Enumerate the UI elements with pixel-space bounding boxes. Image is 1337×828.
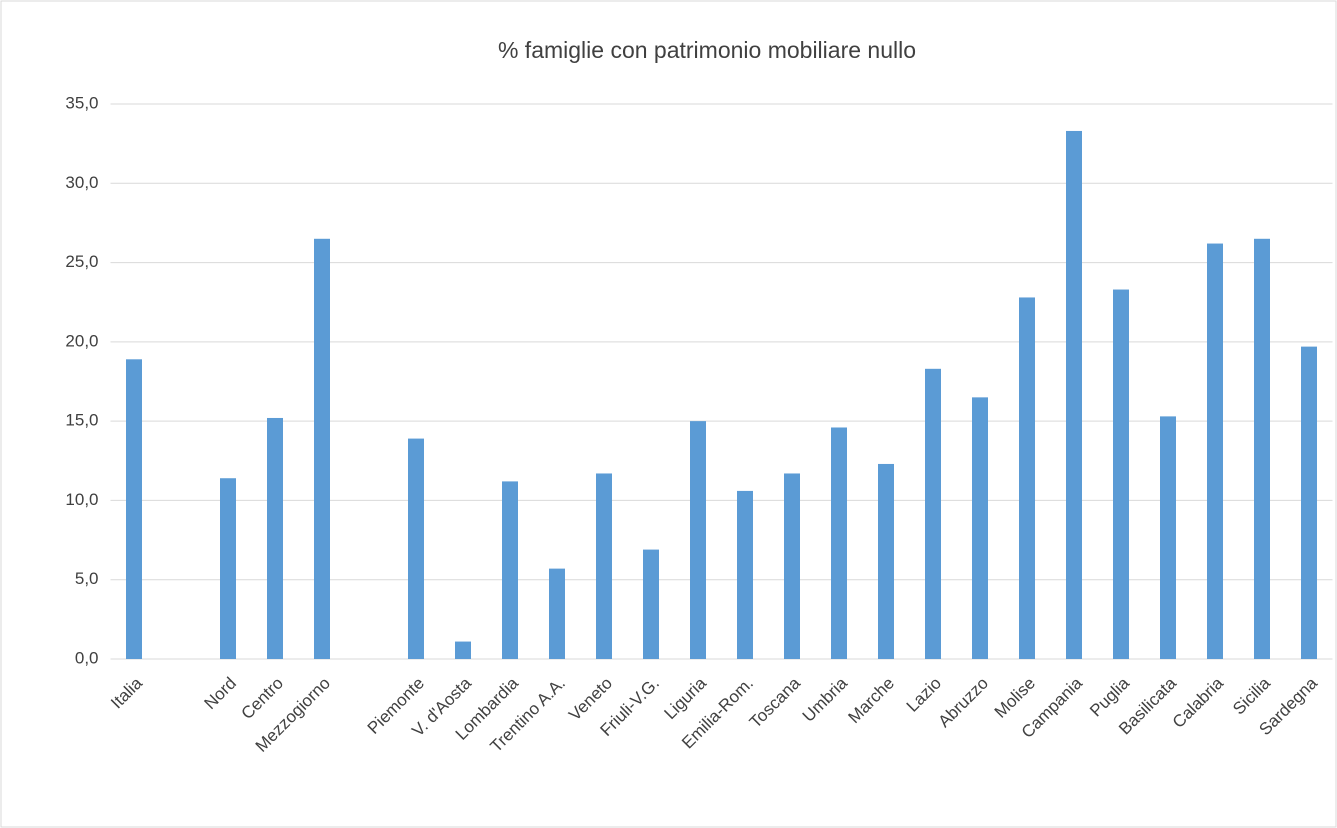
bar	[126, 359, 142, 659]
bar	[878, 463, 894, 659]
y-tick-label: 0,0	[75, 648, 99, 667]
bar	[737, 490, 753, 659]
chart-title: % famiglie con patrimonio mobiliare null…	[498, 37, 916, 63]
bar	[455, 641, 471, 659]
y-tick-label: 20,0	[65, 331, 98, 350]
y-tick-label: 25,0	[65, 252, 98, 271]
bar	[1301, 346, 1317, 659]
bar	[972, 397, 988, 659]
y-tick-label: 15,0	[65, 411, 98, 430]
bar	[1160, 416, 1176, 659]
bar	[925, 368, 941, 659]
bar	[549, 568, 565, 659]
bar	[408, 438, 424, 659]
bar	[784, 473, 800, 659]
y-tick-label: 30,0	[65, 173, 98, 192]
bar	[267, 417, 283, 659]
bar	[1019, 297, 1035, 659]
bar	[314, 238, 330, 660]
bar	[1113, 289, 1129, 659]
bar	[596, 473, 612, 659]
bar	[220, 478, 236, 659]
bar	[690, 421, 706, 659]
y-tick-label: 5,0	[75, 569, 99, 588]
bar	[643, 549, 659, 659]
bar	[831, 427, 847, 659]
bar	[1066, 130, 1082, 659]
y-tick-label: 10,0	[65, 490, 98, 509]
y-tick-label: 35,0	[65, 93, 98, 112]
bar	[502, 481, 518, 659]
bar	[1254, 238, 1270, 660]
bar	[1207, 243, 1223, 660]
